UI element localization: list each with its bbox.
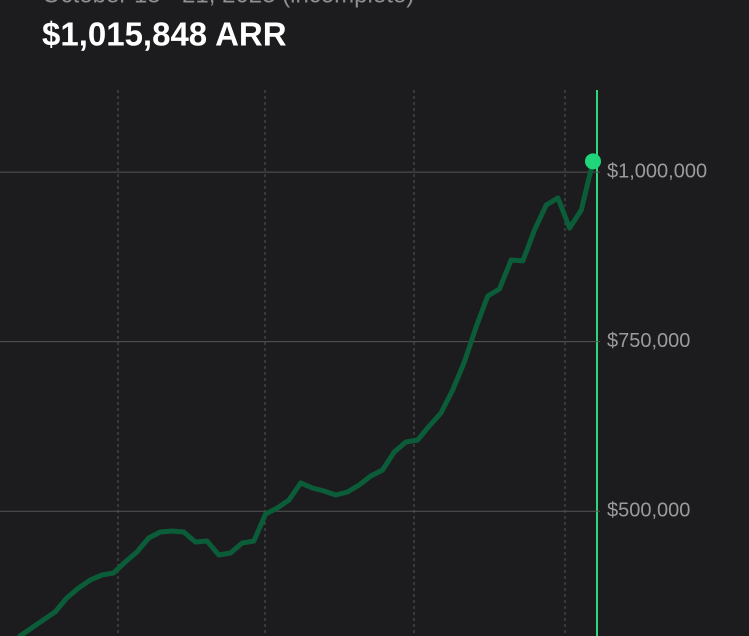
y-tick-label: $1,000,000 bbox=[607, 160, 707, 182]
line bbox=[17, 158, 596, 636]
chart-title: $1,015,848 ARR bbox=[42, 16, 287, 53]
end-marker bbox=[585, 153, 601, 170]
chart-subtitle: October 15 - 21, 2023 (incomplete) bbox=[42, 0, 414, 8]
y-tick-label: $750,000 bbox=[607, 330, 690, 352]
y-tick-label: $500,000 bbox=[607, 499, 690, 521]
x-grid bbox=[117, 90, 566, 636]
